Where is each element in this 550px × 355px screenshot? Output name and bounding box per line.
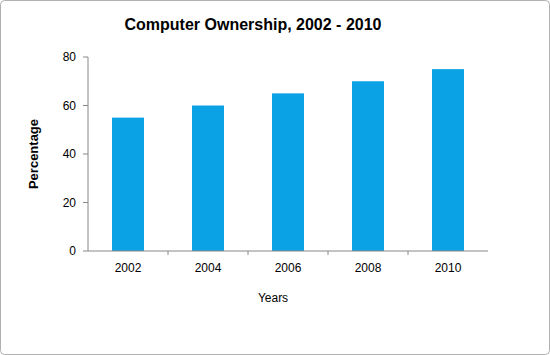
bar	[272, 93, 304, 251]
x-tick-label: 2002	[115, 261, 142, 275]
y-tick	[83, 154, 88, 155]
y-tick	[83, 105, 88, 106]
bar	[432, 69, 464, 251]
y-tick-label: 80	[63, 50, 77, 64]
frame	[1, 1, 550, 355]
x-tick	[168, 251, 169, 255]
bar	[112, 118, 144, 251]
x-tick-label: 2010	[435, 261, 462, 275]
chart: Computer Ownership, 2002 - 2010 Percentag…	[0, 0, 550, 355]
y-tick	[83, 202, 88, 203]
bar	[352, 81, 384, 251]
x-tick-label: 2008	[355, 261, 382, 275]
x-tick	[328, 251, 329, 255]
bar	[192, 106, 224, 252]
y-tick-label: 20	[63, 196, 77, 210]
title: Computer Ownership, 2002 - 2010	[125, 16, 382, 33]
x-axis	[88, 251, 488, 252]
y-tick	[83, 251, 88, 252]
y-tick	[83, 57, 88, 58]
x-tick	[408, 251, 409, 255]
x-tick	[248, 251, 249, 255]
x-tick-label: 2004	[195, 261, 222, 275]
y-axis-label: Percentage	[26, 119, 41, 189]
x-axis-label: Years	[258, 291, 288, 305]
y-tick-label: 40	[63, 147, 77, 161]
y-axis	[88, 57, 89, 251]
y-tick-label: 0	[69, 244, 76, 258]
bars	[112, 69, 464, 251]
x-tick-label: 2006	[275, 261, 302, 275]
y-tick-label: 60	[63, 99, 77, 113]
